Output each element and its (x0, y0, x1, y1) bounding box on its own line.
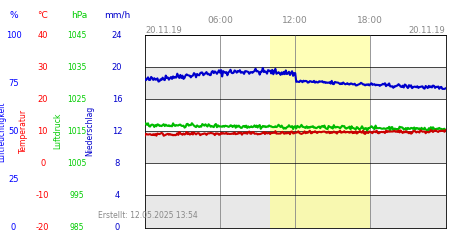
Text: 0: 0 (11, 223, 16, 232)
Bar (145, 99, 446, 131)
Text: 0: 0 (40, 159, 45, 168)
Bar (270, 196, 370, 228)
Text: 995: 995 (69, 191, 84, 200)
Text: 100: 100 (5, 30, 22, 40)
Text: mm/h: mm/h (104, 11, 130, 20)
Text: 1005: 1005 (67, 159, 86, 168)
Text: 18:00: 18:00 (357, 16, 383, 25)
Text: 20: 20 (37, 95, 48, 104)
Text: 8: 8 (114, 159, 120, 168)
Text: 75: 75 (8, 78, 19, 88)
Bar (270, 67, 370, 99)
Bar (145, 163, 446, 196)
Text: 16: 16 (112, 95, 122, 104)
Text: 06:00: 06:00 (207, 16, 233, 25)
Text: 10: 10 (37, 127, 48, 136)
Text: hPa: hPa (71, 11, 87, 20)
Text: 985: 985 (69, 223, 84, 232)
Text: 50: 50 (8, 127, 19, 136)
Text: 1015: 1015 (67, 127, 86, 136)
Text: 1025: 1025 (67, 95, 86, 104)
Bar (270, 163, 370, 196)
Text: 40: 40 (37, 30, 48, 40)
Text: -10: -10 (36, 191, 50, 200)
Text: 20.11.19: 20.11.19 (145, 26, 182, 35)
Text: °C: °C (37, 11, 48, 20)
Text: -20: -20 (36, 223, 50, 232)
Bar (270, 35, 370, 67)
Bar (145, 196, 446, 228)
Text: 1045: 1045 (67, 30, 86, 40)
Text: 20.11.19: 20.11.19 (409, 26, 446, 35)
Bar (145, 131, 446, 163)
Bar (270, 99, 370, 131)
Text: Temperatur: Temperatur (19, 109, 28, 153)
Bar (145, 35, 446, 67)
Text: Luftfeuchtigkeit: Luftfeuchtigkeit (0, 101, 7, 162)
Text: 12:00: 12:00 (282, 16, 308, 25)
Bar (270, 131, 370, 163)
Text: Luftdruck: Luftdruck (53, 113, 62, 150)
Bar (270, 35, 370, 228)
Text: 30: 30 (37, 62, 48, 72)
Text: 4: 4 (114, 191, 120, 200)
Text: %: % (9, 11, 18, 20)
Text: Erstellt: 12.05.2025 13:54: Erstellt: 12.05.2025 13:54 (99, 211, 198, 220)
Text: Niederschlag: Niederschlag (86, 106, 94, 156)
Text: 1035: 1035 (67, 62, 86, 72)
Text: 24: 24 (112, 30, 122, 40)
Text: 0: 0 (114, 223, 120, 232)
Text: 25: 25 (8, 175, 19, 184)
Text: 12: 12 (112, 127, 122, 136)
Text: 20: 20 (112, 62, 122, 72)
Bar (145, 67, 446, 99)
